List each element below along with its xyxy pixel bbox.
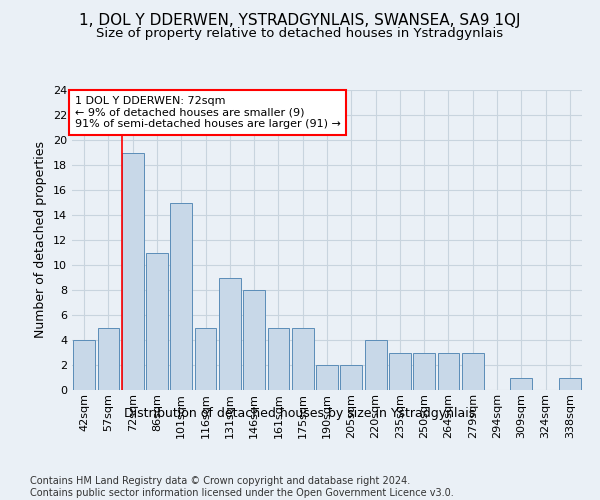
Bar	[122, 152, 143, 390]
Bar	[462, 352, 484, 390]
Bar	[243, 290, 265, 390]
Bar	[340, 365, 362, 390]
Bar	[511, 378, 532, 390]
Bar	[316, 365, 338, 390]
Bar	[97, 328, 119, 390]
Bar	[73, 340, 95, 390]
Bar	[170, 202, 192, 390]
Text: 1, DOL Y DDERWEN, YSTRADGYNLAIS, SWANSEA, SA9 1QJ: 1, DOL Y DDERWEN, YSTRADGYNLAIS, SWANSEA…	[79, 12, 521, 28]
Bar	[559, 378, 581, 390]
Text: Size of property relative to detached houses in Ystradgynlais: Size of property relative to detached ho…	[97, 28, 503, 40]
Bar	[437, 352, 460, 390]
Bar	[365, 340, 386, 390]
Text: 1 DOL Y DDERWEN: 72sqm
← 9% of detached houses are smaller (9)
91% of semi-detac: 1 DOL Y DDERWEN: 72sqm ← 9% of detached …	[74, 96, 340, 129]
Text: Contains HM Land Registry data © Crown copyright and database right 2024.
Contai: Contains HM Land Registry data © Crown c…	[30, 476, 454, 498]
Y-axis label: Number of detached properties: Number of detached properties	[34, 142, 47, 338]
Bar	[268, 328, 289, 390]
Text: Distribution of detached houses by size in Ystradgynlais: Distribution of detached houses by size …	[124, 408, 476, 420]
Bar	[146, 252, 168, 390]
Bar	[389, 352, 411, 390]
Bar	[413, 352, 435, 390]
Bar	[194, 328, 217, 390]
Bar	[219, 278, 241, 390]
Bar	[292, 328, 314, 390]
